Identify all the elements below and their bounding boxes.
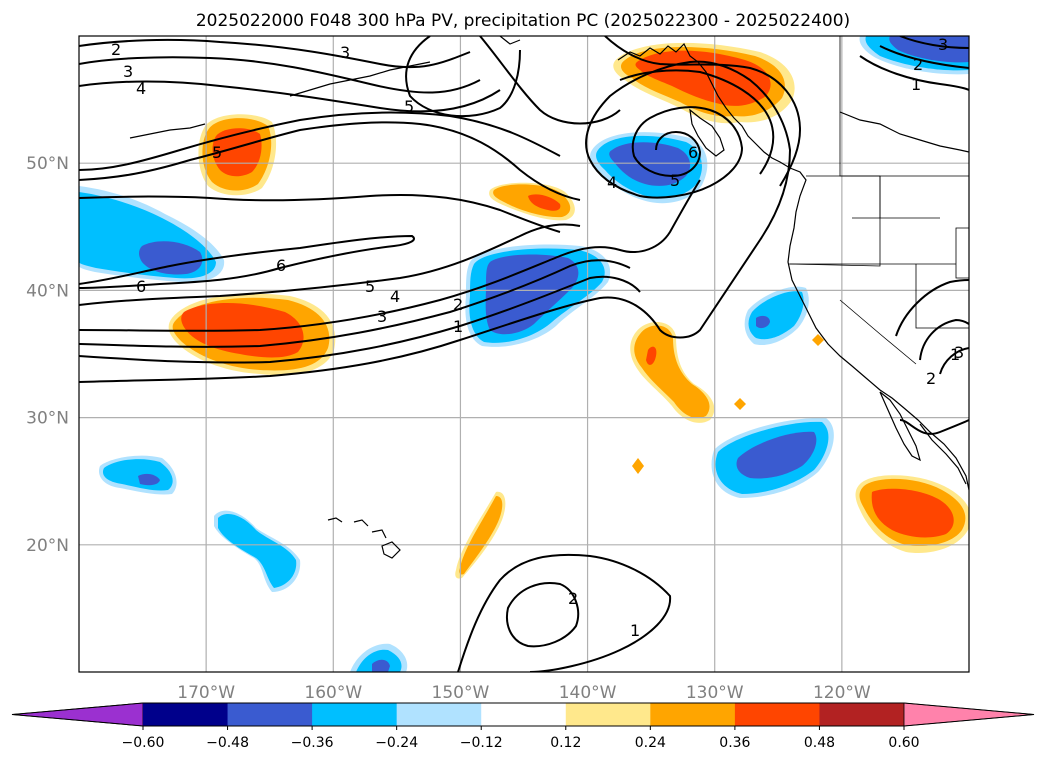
pv-label: 2 [568, 589, 578, 608]
pv-label: 4 [607, 173, 617, 192]
colorbar-tick-label: 0.12 [550, 735, 581, 751]
colorbar-segment [734, 703, 820, 726]
pv-contours [79, 36, 969, 672]
pv-label: 6 [136, 277, 146, 296]
colorbar-segment [227, 703, 313, 726]
precip-speck-3 [812, 334, 824, 346]
pv-label: 5 [365, 277, 375, 296]
lon-tick-label: 130°W [686, 683, 744, 703]
lon-tick-label: 150°W [432, 683, 490, 703]
lat-tick-label: 30°N [26, 409, 69, 429]
precip-anomaly-negative-small-2 [214, 510, 301, 592]
precip-shading [79, 36, 969, 672]
pv-label: 4 [390, 287, 400, 306]
colorbar-segment [565, 703, 651, 726]
map-panel: 2 3 4 5 6 6 5 4 3 2 1 5 6 5 4 3 2 1 2 1 … [79, 35, 969, 672]
pv-label: 5 [404, 97, 414, 116]
lon-tick-label: 120°W [813, 683, 871, 703]
pv-label: 4 [136, 79, 146, 98]
colorbar-tick-label: −0.60 [122, 735, 165, 751]
pv-label: 2 [453, 295, 463, 314]
chart-title: 2025022000 F048 300 hPa PV, precipitatio… [196, 11, 850, 31]
map-frame [78, 35, 970, 673]
colorbar-extend-low [11, 702, 144, 727]
precip-anomaly-negative-small-1 [98, 455, 177, 495]
colorbar-tick-label: −0.36 [291, 735, 334, 751]
colorbar-segment [143, 703, 229, 726]
precip-anomaly-positive-hawaii [455, 491, 506, 579]
pv-label: 5 [212, 143, 222, 162]
pv-label: 2 [913, 55, 923, 74]
colorbar-tick-label: −0.24 [375, 735, 418, 751]
pv-label: 1 [950, 345, 960, 364]
pv-label: 5 [670, 171, 680, 190]
precip-anomaly-positive-35n [630, 321, 715, 423]
pv-label: 1 [630, 621, 640, 640]
colorbar-segment [650, 703, 736, 726]
colorbar: −0.60 −0.48 −0.36 −0.24 −0.12 0.12 0.24 0.36 0.4… [11, 702, 1035, 751]
precip-speck-1 [734, 398, 746, 410]
pv-label: 6 [276, 256, 286, 275]
lon-axis: 170°W 160°W 150°W 140°W 130°W 120°W [177, 683, 871, 703]
pv-label: 3 [938, 35, 948, 54]
precip-anomaly-negative-small-3 [350, 643, 408, 672]
colorbar-tick-label: 0.48 [804, 735, 835, 751]
pv-contour-labels: 2 3 4 5 6 6 5 4 3 2 1 5 6 5 4 3 2 1 2 1 … [111, 35, 964, 640]
pv-label: 2 [926, 369, 936, 388]
precip-anomaly-positive-mexico [855, 475, 969, 553]
lat-axis: 50°N 40°N 30°N 20°N [26, 154, 69, 556]
colorbar-segment [396, 703, 482, 726]
colorbar-tick-label: −0.12 [460, 735, 503, 751]
colorbar-tick-label: 0.24 [635, 735, 666, 751]
colorbar-tick-label: −0.48 [206, 735, 249, 751]
lon-tick-label: 170°W [177, 683, 235, 703]
lat-tick-label: 40°N [26, 281, 69, 301]
pv-label: 3 [377, 307, 387, 326]
colorbar-segment [312, 703, 398, 726]
lon-tick-label: 140°W [559, 683, 617, 703]
lat-tick-label: 50°N [26, 154, 69, 174]
pv-label: 3 [123, 62, 133, 81]
political-borders [788, 36, 969, 365]
colorbar-segment [819, 703, 905, 726]
gridlines [79, 36, 969, 672]
pv-label: 3 [340, 43, 350, 62]
precip-anomaly-negative-baja [711, 417, 834, 498]
lon-tick-label: 160°W [304, 683, 362, 703]
pv-label: 6 [688, 143, 698, 162]
pv-label: 2 [111, 40, 121, 59]
colorbar-tick-label: 0.36 [719, 735, 750, 751]
pv-label: 1 [911, 75, 921, 94]
pv-label: 3 [954, 343, 964, 362]
colorbar-extend-high [903, 702, 1035, 727]
colorbar-segment [481, 703, 567, 726]
precip-anomaly-negative-ncal [744, 286, 809, 346]
precip-speck-2 [632, 458, 644, 474]
lat-tick-label: 20°N [26, 536, 69, 556]
precip-anomaly-positive-aleutian [198, 114, 277, 196]
pv-label: 1 [453, 317, 463, 336]
colorbar-tick-label: 0.60 [888, 735, 919, 751]
precip-anomaly-negative-central [465, 244, 611, 347]
precip-anomaly-negative-nwpac [79, 186, 225, 283]
